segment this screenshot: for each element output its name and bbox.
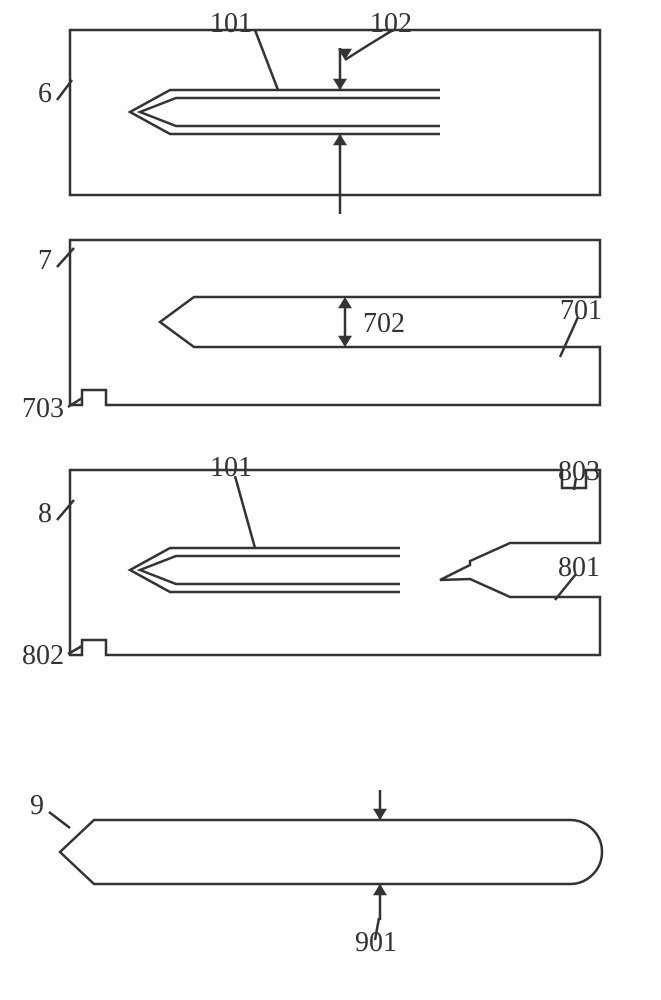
label-802: 802 (22, 640, 64, 672)
label-803: 803 (558, 456, 600, 488)
label-801: 801 (558, 552, 600, 584)
label-6: 6 (38, 78, 52, 110)
label-701: 701 (560, 295, 602, 327)
label-101b: 101 (210, 452, 252, 484)
label-7: 7 (38, 245, 52, 277)
label-101a: 101 (210, 8, 252, 40)
label-102: 102 (370, 8, 412, 40)
label-702: 702 (363, 308, 405, 340)
label-901: 901 (355, 927, 397, 959)
label-9: 9 (30, 790, 44, 822)
label-8: 8 (38, 498, 52, 530)
label-703: 703 (22, 393, 64, 425)
